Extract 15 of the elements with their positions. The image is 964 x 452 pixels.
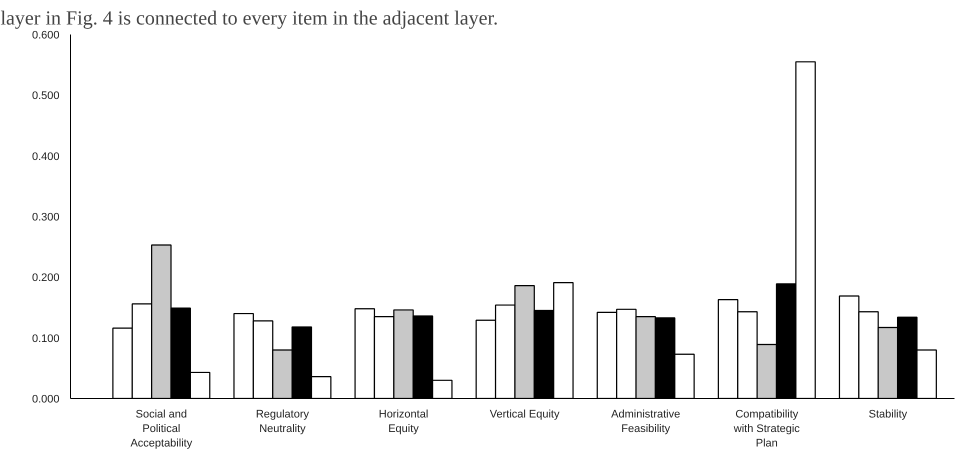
- x-tick-label: Social and Political Acceptability: [130, 408, 193, 450]
- y-tick-label: 0.600: [32, 30, 60, 42]
- x-tick-label: Administrative Feasibility: [611, 408, 680, 435]
- y-tick-label: 0.000: [32, 394, 60, 406]
- text: layer in Fig. 4 is connected to every item in the adjacent layer.: [0, 8, 498, 30]
- x-tick-label: Regulatory Neutrality: [256, 408, 310, 435]
- y-tick-label: 0.500: [32, 90, 60, 102]
- y-tick-label: 0.400: [32, 150, 60, 163]
- x-tick-label: Compatibility with Strategic Plan: [732, 408, 800, 450]
- x-tick-label: Horizontal Equity: [378, 408, 428, 435]
- x-tick-label: Vertical Equity: [490, 408, 560, 420]
- y-tick-label: 0.300: [32, 212, 60, 224]
- y-tick-label: 0.100: [32, 332, 60, 345]
- x-tick-label: Stability: [868, 408, 908, 420]
- y-tick-label: 0.200: [32, 272, 60, 284]
